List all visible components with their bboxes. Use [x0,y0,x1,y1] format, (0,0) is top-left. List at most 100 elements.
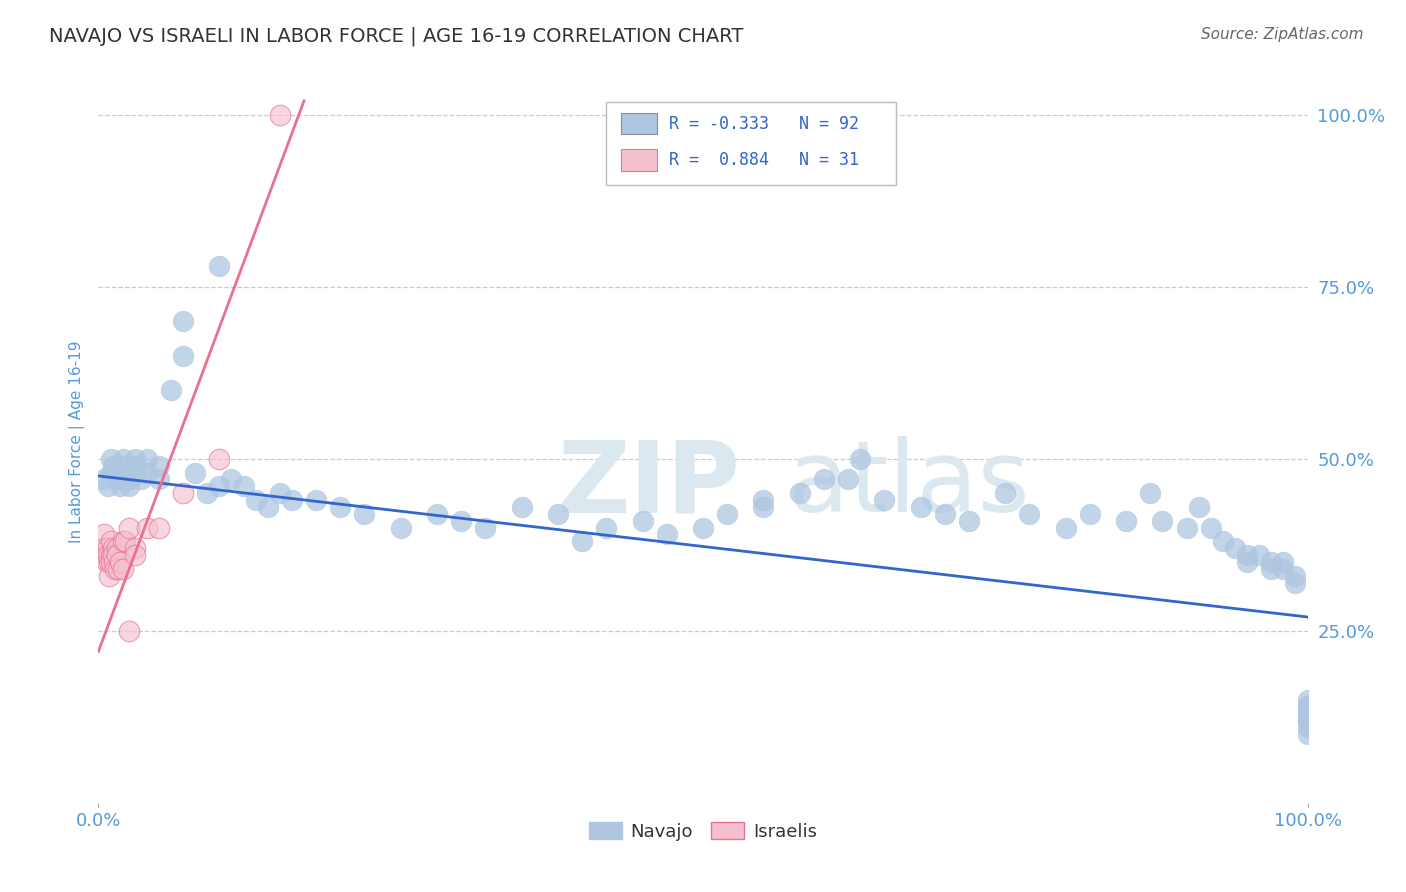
Point [994,486,1017,500]
Point [148,520,170,534]
Point [160,383,183,397]
Point [135,520,157,534]
Point [124,541,146,556]
Point [104,562,127,576]
Point [1272,562,1295,576]
Point [103,555,125,569]
Point [631,514,654,528]
Point [547,507,569,521]
Point [245,493,267,508]
Point [1296,713,1319,727]
Point [172,486,194,500]
Point [124,466,146,480]
Point [135,466,157,480]
Point [221,472,243,486]
Point [1188,500,1211,514]
Point [1199,520,1222,534]
Text: NAVAJO VS ISRAELI IN LABOR FORCE | AGE 16-19 CORRELATION CHART: NAVAJO VS ISRAELI IN LABOR FORCE | AGE 1… [49,27,744,46]
Point [208,479,231,493]
Point [105,548,128,562]
Point [837,472,859,486]
Point [184,466,207,480]
Point [329,500,352,514]
Point [208,259,231,273]
Text: atlas: atlas [787,436,1029,533]
Point [426,507,449,521]
Point [129,472,152,486]
Point [108,479,131,493]
Point [281,493,304,508]
Text: Source: ZipAtlas.com: Source: ZipAtlas.com [1201,27,1364,42]
Point [269,486,291,500]
Point [98,555,121,569]
Point [1296,706,1319,721]
Point [100,548,122,562]
Point [1054,520,1077,534]
Point [111,562,134,576]
Point [111,458,134,473]
Point [1139,486,1161,500]
Point [114,534,136,549]
FancyBboxPatch shape [621,149,657,170]
Point [655,527,678,541]
Point [910,500,932,514]
Point [1296,706,1319,721]
Point [148,458,170,473]
Point [101,458,124,473]
Point [195,486,218,500]
Point [100,451,122,466]
Point [1236,548,1258,562]
Point [1212,534,1234,549]
Point [1296,713,1319,727]
Point [111,451,134,466]
Point [450,514,472,528]
Point [1223,541,1246,556]
Point [100,534,122,549]
Point [1296,699,1319,714]
Text: R = -0.333   N = 92: R = -0.333 N = 92 [669,115,859,133]
Point [305,493,328,508]
FancyBboxPatch shape [606,102,897,185]
Point [934,507,956,521]
Point [1272,555,1295,569]
Point [1236,555,1258,569]
Point [1296,727,1319,741]
Point [97,541,120,556]
Point [571,534,593,549]
Point [849,451,872,466]
Point [93,541,115,556]
Point [1296,713,1319,727]
Point [1284,568,1306,582]
Legend: Navajo, Israelis: Navajo, Israelis [582,815,824,848]
Point [789,486,811,500]
Point [1296,720,1319,734]
Point [124,458,146,473]
Point [118,624,141,638]
Point [111,466,134,480]
Point [692,520,714,534]
Point [97,479,120,493]
Point [105,541,128,556]
Point [96,555,118,569]
Point [118,479,141,493]
Point [1260,562,1282,576]
Point [105,466,128,480]
Point [1249,548,1271,562]
Point [101,541,124,556]
Point [1296,692,1319,706]
Point [100,466,122,480]
Point [118,472,141,486]
Point [752,493,775,508]
Point [1284,575,1306,590]
Point [389,520,412,534]
Point [269,108,291,122]
Point [124,548,146,562]
Point [124,451,146,466]
Point [105,472,128,486]
Point [1078,507,1101,521]
Point [172,349,194,363]
Point [208,451,231,466]
Text: ZIP: ZIP [558,436,741,533]
Point [172,314,194,328]
Point [100,555,122,569]
